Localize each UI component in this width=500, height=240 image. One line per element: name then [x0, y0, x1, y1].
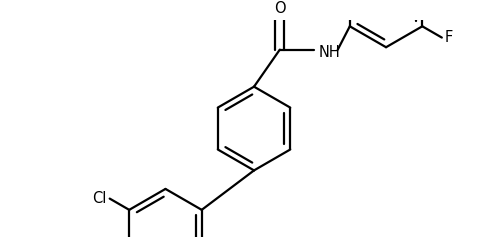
Text: F: F [445, 30, 454, 45]
Text: Cl: Cl [92, 191, 106, 206]
Text: NH: NH [318, 45, 340, 60]
Text: O: O [274, 1, 285, 16]
